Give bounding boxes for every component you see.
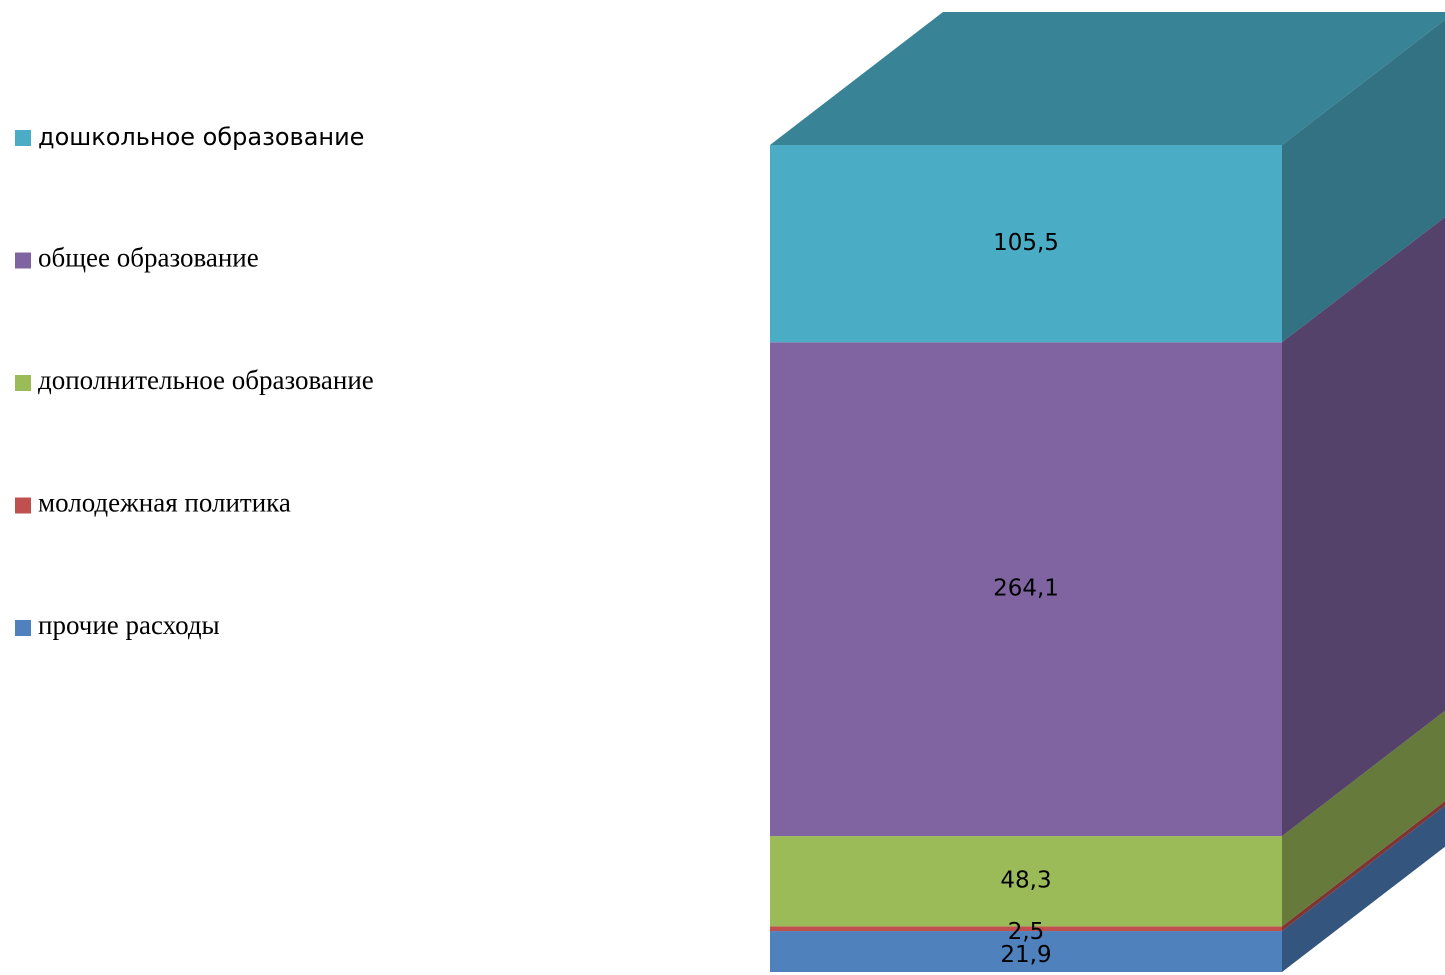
bar-side	[1282, 801, 1445, 932]
value-label: 264,1	[993, 576, 1059, 602]
bar-top	[770, 12, 1445, 145]
legend-swatch	[15, 130, 31, 146]
bar-segment	[770, 931, 1282, 972]
bar-segment	[770, 836, 1282, 927]
value-label: 105,5	[993, 230, 1059, 256]
bar-side	[1282, 19, 1445, 343]
legend-label: дополнительное образование	[38, 365, 374, 395]
legend-swatch	[15, 375, 31, 391]
legend-swatch	[15, 620, 31, 636]
legend-label: общее образование	[38, 243, 259, 273]
legend-label: молодежная политика	[38, 488, 291, 518]
legend-swatch	[15, 497, 31, 514]
value-label: 2,5	[1008, 919, 1045, 945]
value-label: 48,3	[1000, 868, 1051, 894]
bar-segment	[770, 145, 1282, 343]
legend-label: прочие расходы	[38, 610, 220, 640]
bar-segment	[770, 342, 1282, 837]
bar-side	[1282, 710, 1445, 927]
bar-side	[1282, 216, 1445, 837]
bar-segment	[770, 926, 1282, 932]
value-label: 21,9	[1000, 942, 1051, 968]
legend-label: дошкольное образование	[38, 123, 364, 151]
bar-side	[1282, 805, 1445, 972]
legend-swatch	[15, 252, 31, 269]
